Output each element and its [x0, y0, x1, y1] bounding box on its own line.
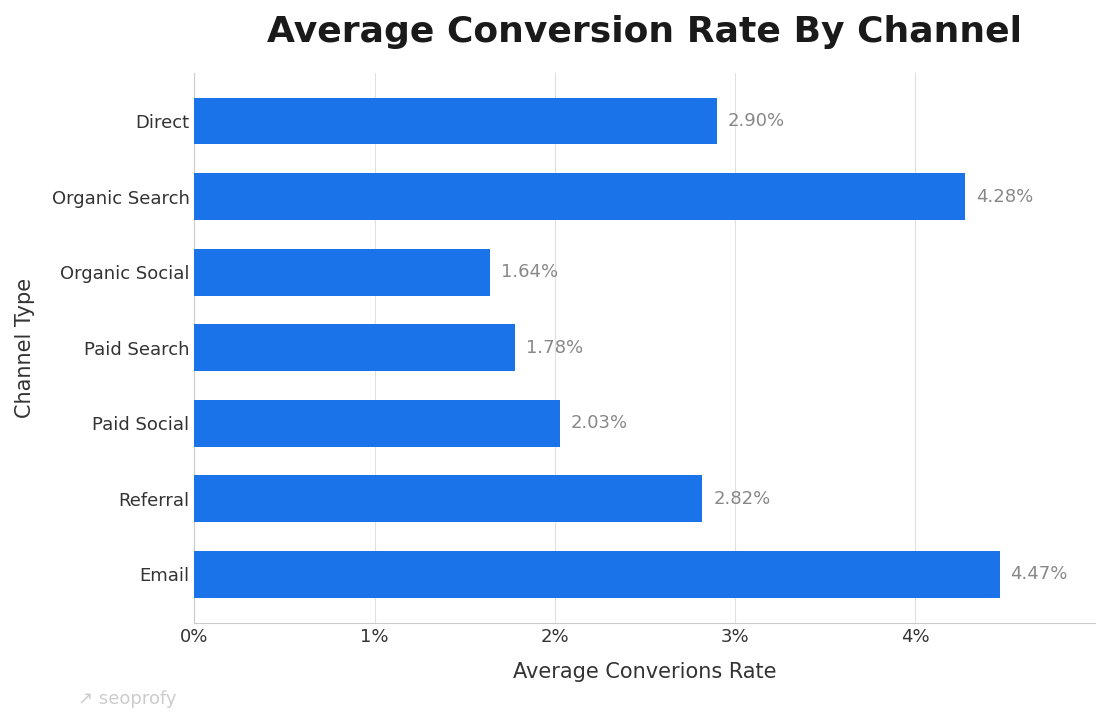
- Y-axis label: Channel Type: Channel Type: [16, 278, 36, 418]
- Bar: [194, 551, 999, 598]
- Text: 2.82%: 2.82%: [713, 490, 770, 508]
- Bar: [194, 249, 490, 296]
- Title: Average Conversion Rate By Channel: Average Conversion Rate By Channel: [268, 15, 1022, 49]
- Bar: [194, 475, 703, 522]
- Text: 1.78%: 1.78%: [526, 339, 583, 357]
- X-axis label: Average Converions Rate: Average Converions Rate: [513, 662, 777, 682]
- Bar: [194, 98, 717, 145]
- Text: 2.90%: 2.90%: [727, 112, 785, 130]
- Text: 2.03%: 2.03%: [571, 414, 628, 432]
- Text: 1.64%: 1.64%: [501, 263, 557, 281]
- Text: 4.47%: 4.47%: [1010, 565, 1068, 583]
- Bar: [194, 173, 966, 220]
- Text: ↗ seoprofy: ↗ seoprofy: [78, 690, 176, 708]
- Bar: [194, 400, 561, 446]
- Bar: [194, 324, 515, 371]
- Text: 4.28%: 4.28%: [976, 188, 1033, 206]
